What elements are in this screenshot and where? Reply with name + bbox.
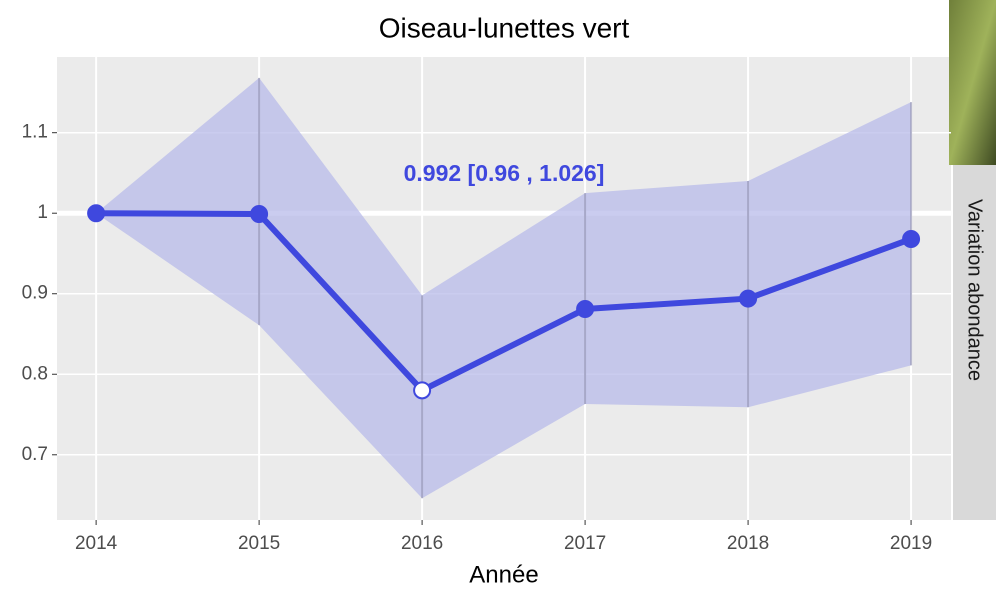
annotation: 0.992 [0.96 , 1.026] xyxy=(404,160,605,186)
x-tick-label: 2015 xyxy=(238,533,280,554)
x-tick-label: 2017 xyxy=(564,533,606,554)
y-tick-label: 0.9 xyxy=(22,283,48,304)
point xyxy=(740,291,756,307)
y-tick-label: 1 xyxy=(37,202,48,223)
x-tick-label: 2016 xyxy=(401,533,443,554)
y-tick-label: 0.7 xyxy=(22,444,48,465)
point xyxy=(251,206,267,222)
facet-label: Variation abondance xyxy=(964,199,986,381)
y-tick-label: 1.1 xyxy=(22,122,48,143)
x-tick-label: 2014 xyxy=(75,533,118,554)
x-axis-label: Année xyxy=(469,561,538,588)
chart: Variation abondance Oiseau-lunettes vert… xyxy=(0,0,996,589)
point xyxy=(577,301,593,317)
x-tick-label: 2019 xyxy=(890,533,932,554)
y-tick-label: 0.8 xyxy=(22,363,48,384)
point xyxy=(903,231,919,247)
species-photo xyxy=(949,0,996,165)
point xyxy=(414,382,430,398)
point xyxy=(88,205,104,221)
x-tick-label: 2018 xyxy=(727,533,769,554)
chart-title: Oiseau-lunettes vert xyxy=(379,12,630,43)
